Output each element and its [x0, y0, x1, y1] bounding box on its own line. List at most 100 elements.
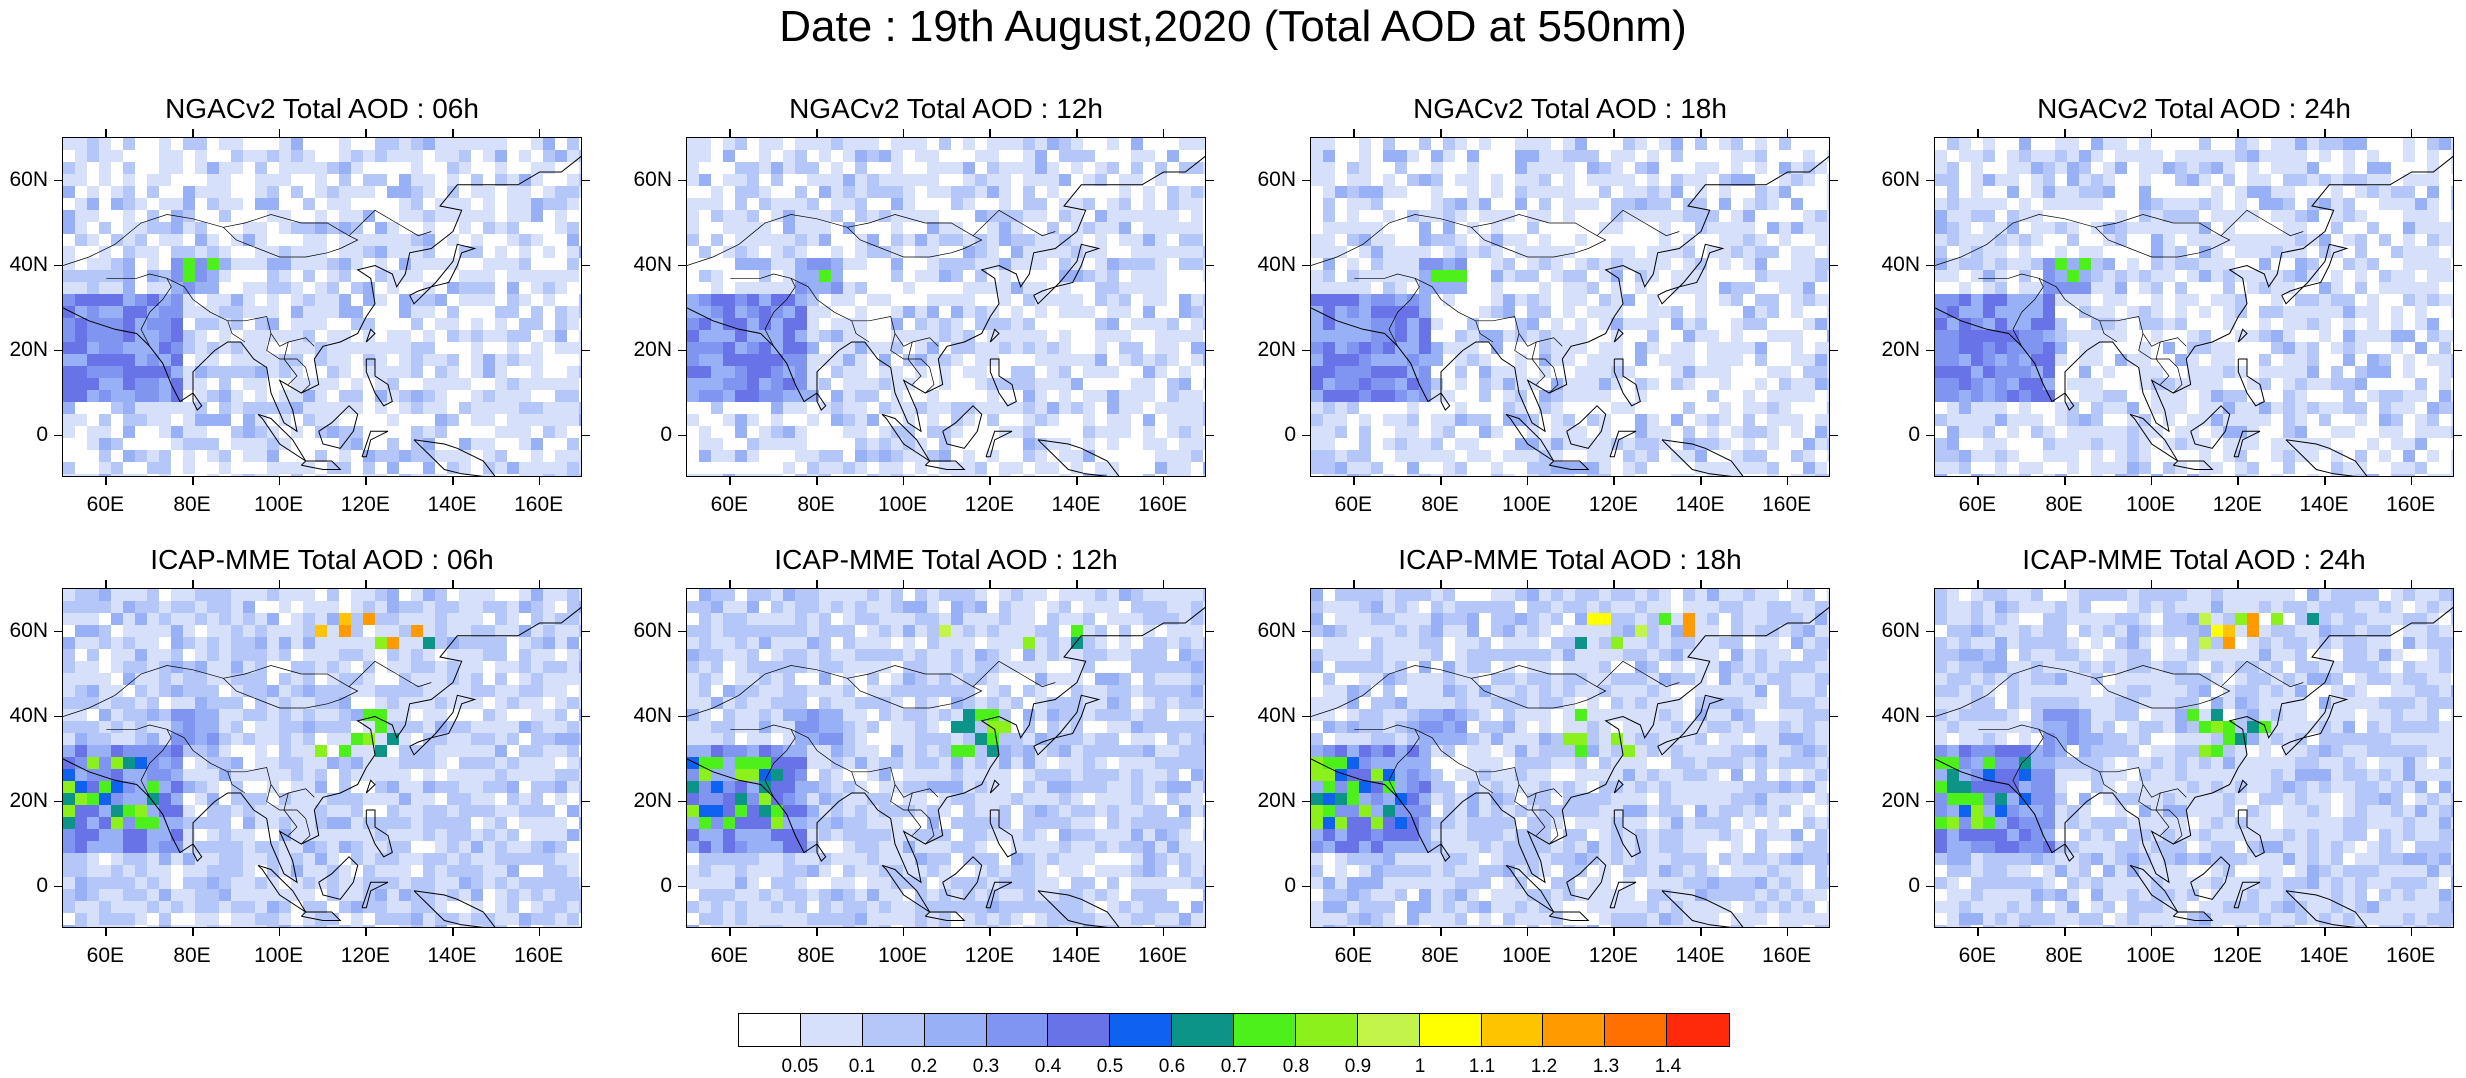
- lat-tick-mark: [54, 349, 62, 351]
- lon-tick-mark: [989, 928, 991, 936]
- lat-tick-mark: [1302, 349, 1310, 351]
- map-frame: [1310, 588, 1830, 928]
- lat-tick-label: 20N: [1257, 337, 1296, 361]
- lat-tick-mark: [1302, 434, 1310, 436]
- aod-field-map: [1311, 138, 1829, 476]
- country-border: [2038, 728, 2187, 798]
- map-panel-icap-mme-24h: ICAP-MME Total AOD : 24h 60N 40N 20N 0 60E 80E…: [1881, 544, 2462, 967]
- lon-tick-mark: [2064, 580, 2066, 588]
- coastline: [924, 911, 966, 921]
- country-border: [790, 277, 939, 347]
- coastline: [2237, 779, 2248, 794]
- coastline: [1935, 155, 2453, 433]
- coastline: [2237, 809, 2265, 858]
- colorbar: [738, 1013, 1730, 1047]
- lon-tick-mark: [1977, 129, 1979, 137]
- coastline: [985, 881, 1013, 909]
- lon-tick-mark: [729, 580, 731, 588]
- country-border: [1978, 724, 2044, 798]
- lon-tick-label: 100E: [2126, 493, 2176, 516]
- panel-title: ICAP-MME Total AOD : 18h: [1398, 544, 1742, 575]
- coastline: [2172, 460, 2214, 470]
- lat-tick-mark: [54, 885, 62, 887]
- lon-tick-mark: [1786, 477, 1789, 485]
- lat-tick-mark: [1830, 264, 1838, 266]
- lat-tick-label: 20N: [9, 788, 48, 812]
- lat-tick-label: 60N: [1881, 167, 1920, 191]
- lon-tick-mark: [452, 928, 454, 936]
- lat-tick-label: 0: [1284, 873, 1296, 897]
- country-border: [1531, 792, 1546, 836]
- lat-tick-mark: [54, 264, 62, 266]
- lon-tick-mark: [1440, 580, 1442, 588]
- lat-tick-label: 0: [36, 422, 48, 446]
- country-border: [2038, 277, 2187, 347]
- country-border: [1354, 724, 1420, 798]
- lon-tick-mark: [1786, 580, 1789, 588]
- lat-tick-mark: [678, 264, 686, 266]
- lat-tick-label: 40N: [9, 703, 48, 727]
- lat-tick-label: 60N: [633, 167, 672, 191]
- coastline: [63, 155, 581, 433]
- lon-tick-mark: [538, 477, 541, 485]
- lat-tick-mark: [1926, 434, 1934, 436]
- lon-tick-mark: [902, 477, 905, 485]
- lon-tick-mark: [365, 928, 367, 936]
- country-border: [730, 724, 796, 798]
- lat-tick-mark: [1206, 434, 1214, 436]
- coastline: [1935, 606, 2453, 884]
- colorbar-swatch: [986, 1014, 1049, 1046]
- lon-tick-mark: [1526, 129, 1529, 137]
- lat-tick-mark: [1926, 715, 1934, 717]
- lon-tick-label: 60E: [86, 493, 125, 516]
- lat-tick-label: 20N: [1881, 337, 1920, 361]
- lat-tick-label: 40N: [1881, 703, 1920, 727]
- lon-tick-mark: [365, 477, 367, 485]
- lat-tick-label: 60N: [633, 618, 672, 642]
- lat-tick-mark: [1830, 179, 1838, 181]
- coastline: [318, 405, 359, 449]
- lon-tick-label: 60E: [86, 944, 125, 967]
- lat-tick-label: 0: [36, 873, 48, 897]
- lon-tick-mark: [452, 129, 454, 137]
- country-border: [106, 273, 172, 347]
- lat-tick-mark: [2454, 800, 2462, 802]
- coastline: [1657, 694, 1725, 756]
- country-border: [283, 792, 298, 836]
- panel-title: ICAP-MME Total AOD : 12h: [774, 544, 1118, 575]
- country-border: [1471, 227, 1607, 258]
- lat-tick-label: 60N: [1257, 618, 1296, 642]
- lon-tick-mark: [2324, 580, 2326, 588]
- country-border: [1311, 209, 1680, 266]
- lon-tick-label: 80E: [173, 493, 211, 516]
- lat-tick-label: 60N: [9, 618, 48, 642]
- lon-tick-label: 100E: [2126, 944, 2176, 967]
- map-frame: [1934, 137, 2454, 477]
- lat-tick-mark: [582, 349, 590, 351]
- colorbar-label: 0.7: [1220, 1056, 1248, 1077]
- lon-tick-mark: [1076, 928, 1078, 936]
- country-border: [2095, 678, 2231, 709]
- lon-tick-label: 60E: [710, 944, 749, 967]
- lon-tick-label: 80E: [797, 944, 835, 967]
- aod-field-map: [63, 138, 581, 476]
- lon-tick-mark: [1613, 129, 1615, 137]
- lat-tick-mark: [1206, 179, 1214, 181]
- lat-tick-mark: [1302, 800, 1310, 802]
- lon-tick-mark: [1700, 580, 1702, 588]
- country-border: [730, 273, 796, 347]
- coastline: [1037, 439, 1120, 476]
- lat-tick-label: 20N: [1257, 788, 1296, 812]
- lon-tick-label: 160E: [2386, 944, 2436, 967]
- lon-tick-mark: [538, 928, 541, 936]
- lon-tick-mark: [192, 477, 194, 485]
- lon-tick-mark: [1162, 928, 1165, 936]
- country-border: [2099, 771, 2118, 794]
- lat-tick-label: 0: [660, 873, 672, 897]
- lat-tick-mark: [54, 434, 62, 436]
- colorbar-swatch: [1295, 1014, 1358, 1046]
- country-border: [1311, 660, 1680, 717]
- lon-tick-label: 60E: [1958, 944, 1997, 967]
- lon-tick-mark: [538, 580, 541, 588]
- lon-tick-mark: [1526, 477, 1529, 485]
